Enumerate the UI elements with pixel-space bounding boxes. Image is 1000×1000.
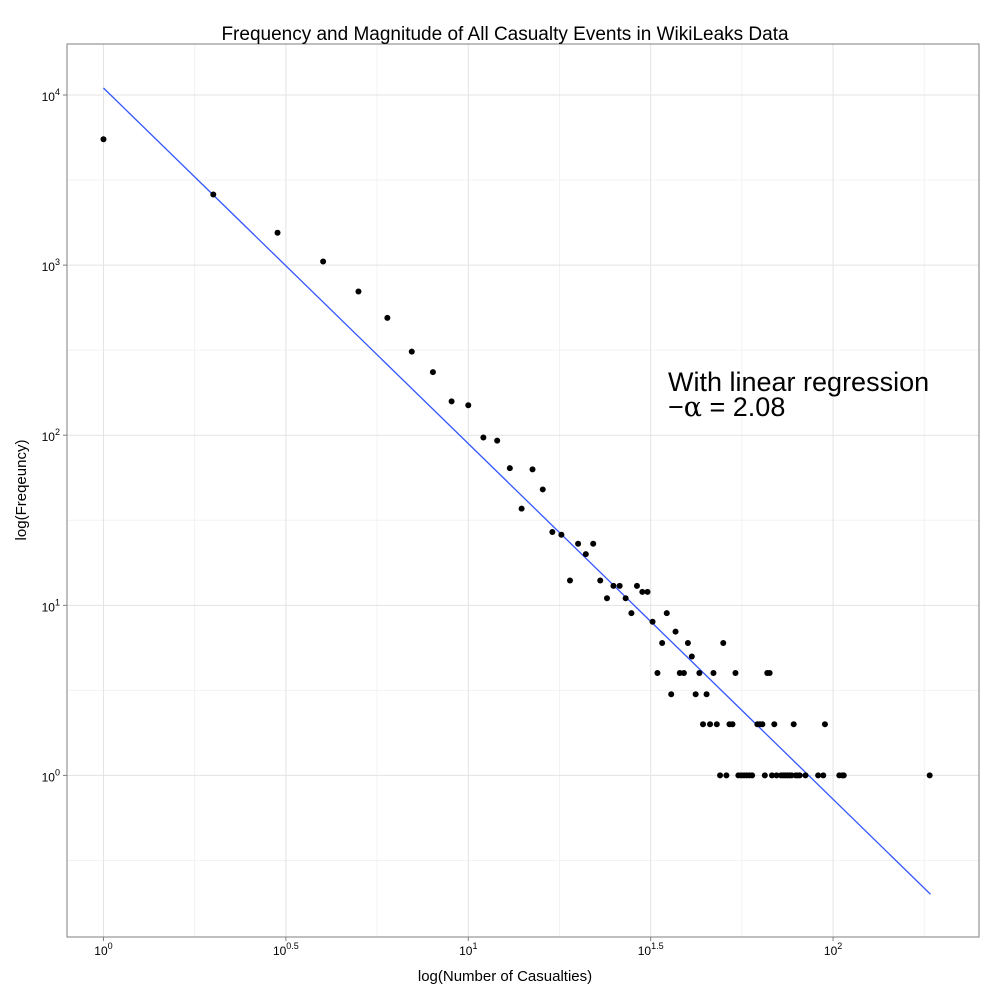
data-point <box>926 772 933 779</box>
data-point <box>597 577 604 584</box>
data-point <box>732 670 739 677</box>
data-point <box>654 670 661 677</box>
data-point <box>210 191 217 198</box>
data-point <box>539 486 546 493</box>
x-axis-label: log(Number of Casualties) <box>418 968 592 985</box>
data-point <box>429 369 436 376</box>
y-axis-label: log(Freqeuncy) <box>13 440 30 541</box>
data-point <box>749 772 756 779</box>
data-point <box>768 772 775 779</box>
data-point <box>723 772 730 779</box>
data-point <box>696 670 703 677</box>
data-point <box>628 610 635 617</box>
x-tick-label: 102 <box>824 941 842 958</box>
data-point <box>761 772 768 779</box>
data-point <box>840 772 847 779</box>
data-point <box>355 288 362 295</box>
data-point <box>549 528 556 535</box>
y-axis-ticks: 100 101 102 103 104 <box>42 87 67 784</box>
data-point <box>713 721 720 728</box>
data-point <box>688 653 695 660</box>
data-point <box>644 588 651 595</box>
data-point <box>720 640 727 647</box>
x-tick-label: 100 <box>94 941 112 958</box>
data-point <box>582 551 589 558</box>
data-point <box>766 670 773 677</box>
data-point <box>717 772 724 779</box>
data-point <box>771 721 778 728</box>
data-point <box>668 691 675 698</box>
data-point <box>465 402 472 409</box>
data-point <box>622 595 629 602</box>
y-tick-label: 100 <box>42 767 60 784</box>
data-point <box>384 314 391 321</box>
y-tick-label: 103 <box>42 257 60 274</box>
x-tick-label: 101.5 <box>638 941 664 958</box>
data-point <box>494 437 501 444</box>
data-point <box>676 670 683 677</box>
chart-title: Frequency and Magnitude of All Casualty … <box>221 24 789 45</box>
data-point <box>408 348 415 355</box>
data-point <box>796 772 803 779</box>
plot-panel-border <box>66 43 980 938</box>
annotation-value: = 2.08 <box>702 392 785 422</box>
x-axis-ticks: 100 100.5 101 101.5 102 <box>94 937 842 958</box>
data-point <box>729 721 736 728</box>
data-point <box>575 540 582 547</box>
y-tick-label: 104 <box>42 87 60 104</box>
data-point <box>448 398 455 405</box>
data-point <box>529 466 536 473</box>
data-point <box>603 595 610 602</box>
data-point <box>633 582 640 589</box>
data-point <box>700 721 707 728</box>
data-point <box>558 531 565 538</box>
data-points <box>100 136 933 779</box>
grid-lines <box>67 44 979 937</box>
data-point <box>274 229 281 236</box>
data-point <box>802 772 809 779</box>
data-point <box>680 670 687 677</box>
y-tick-label: 102 <box>42 427 60 444</box>
data-point <box>566 577 573 584</box>
regression-line <box>103 87 931 895</box>
annotation-line-2: −α = 2.08 <box>668 392 785 423</box>
data-point <box>610 582 617 589</box>
data-point <box>759 721 766 728</box>
data-point <box>320 258 327 265</box>
data-point <box>710 670 717 677</box>
data-point <box>672 628 679 635</box>
data-point <box>703 691 710 698</box>
data-point <box>790 721 797 728</box>
data-point <box>659 640 666 647</box>
y-tick-label: 101 <box>42 597 60 614</box>
data-point <box>649 618 656 625</box>
data-point <box>616 582 623 589</box>
annotation-alpha: α <box>684 392 702 423</box>
data-point <box>518 505 525 512</box>
x-tick-label: 101 <box>459 941 477 958</box>
data-point <box>480 434 487 441</box>
x-tick-label: 100.5 <box>273 941 299 958</box>
data-point <box>773 772 780 779</box>
data-point <box>707 721 714 728</box>
data-point <box>639 588 646 595</box>
data-point <box>820 772 827 779</box>
data-point <box>821 721 828 728</box>
data-point <box>692 691 699 698</box>
data-point <box>506 465 513 472</box>
data-point <box>684 640 691 647</box>
annotation-minus: − <box>668 392 684 422</box>
data-point <box>663 610 670 617</box>
annotation-line-1: With linear regression <box>668 367 929 397</box>
regression-annotation: With linear regression −α = 2.08 <box>668 367 929 423</box>
data-point <box>100 136 107 143</box>
data-point <box>590 540 597 547</box>
data-point <box>815 772 822 779</box>
